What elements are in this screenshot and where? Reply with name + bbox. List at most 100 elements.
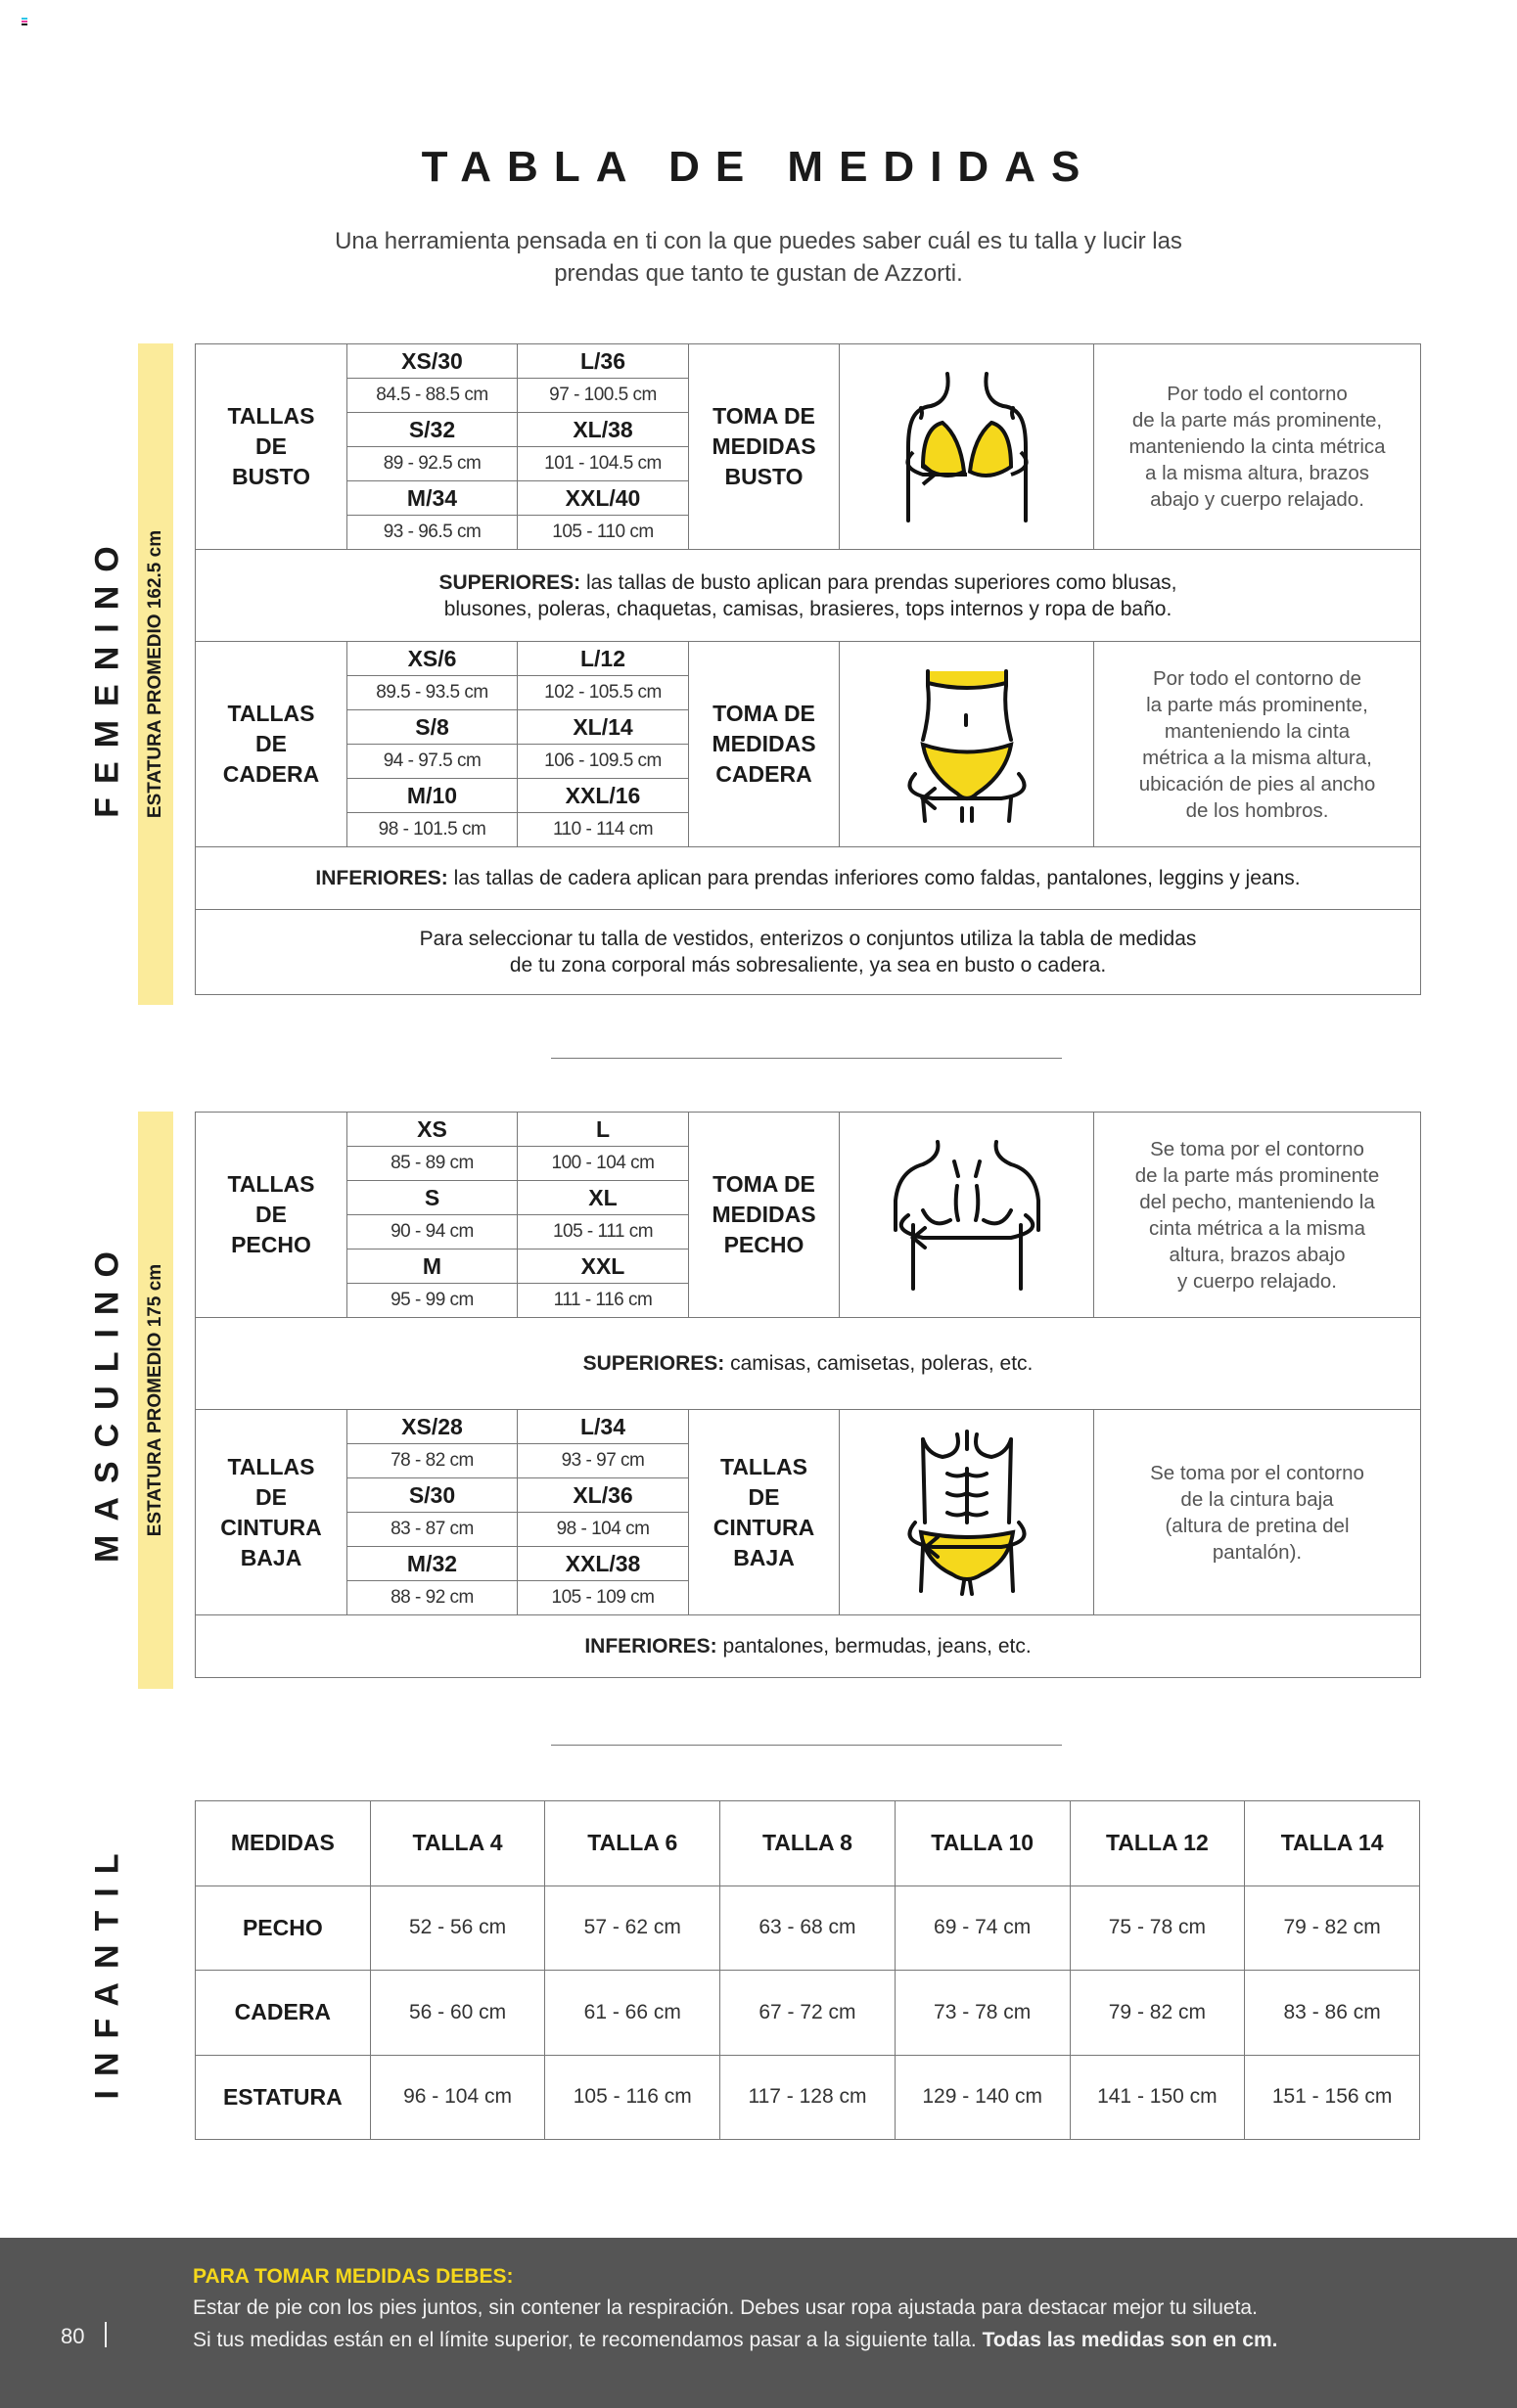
size-row: S/32 XL/38 — [196, 412, 1421, 447]
bust-measure-illustration-icon — [840, 369, 1093, 525]
size-name: XXL/40 — [517, 480, 689, 516]
size-range: 98 - 101.5 cm — [346, 812, 518, 847]
size-range: 101 - 104.5 cm — [517, 446, 689, 481]
size-name: L/12 — [517, 641, 689, 676]
measure-instructions: Por todo el contorno de la parte más pro… — [1093, 641, 1421, 847]
measure-method-label: TALLAS DE CINTURA BAJA — [688, 1409, 840, 1615]
row-label: ESTATURA — [195, 2054, 371, 2140]
bust-measure-illustration-cell — [839, 343, 1094, 550]
size-range: 84.5 - 88.5 cm — [346, 378, 518, 413]
table-cell: 63 - 68 cm — [719, 1885, 896, 1971]
column-header-medidas: MEDIDAS — [195, 1800, 371, 1886]
page-number-divider — [105, 2322, 107, 2347]
section-label-femenino: FEMENINO — [88, 532, 126, 818]
size-name: M — [346, 1249, 518, 1284]
table-cell: 56 - 60 cm — [369, 1970, 546, 2056]
chest-measure-illustration-cell — [839, 1112, 1094, 1318]
row-label: PECHO — [195, 1885, 371, 1971]
footer-heading: PARA TOMAR MEDIDAS DEBES: — [193, 2265, 514, 2288]
note-prefix: INFERIORES: — [584, 1635, 717, 1658]
column-header-talla: TALLA 8 — [719, 1800, 896, 1886]
size-range: 78 - 82 cm — [346, 1443, 518, 1478]
size-range: 90 - 94 cm — [346, 1214, 518, 1249]
range-row: 88 - 92 cm 105 - 109 cm — [196, 1580, 1421, 1615]
range-row: 89.5 - 93.5 cm 102 - 105.5 cm — [196, 675, 1421, 710]
size-row: TALLAS DE CADERA XS/6 L/12 TOMA DE MEDIDAS … — [195, 641, 1421, 847]
size-range: 102 - 105.5 cm — [517, 675, 689, 710]
note-text: las tallas de cadera aplican para prenda… — [447, 867, 1301, 889]
size-row: S XL — [196, 1180, 1421, 1215]
footer-line-1: Estar de pie con los pies juntos, sin co… — [193, 2296, 1258, 2319]
size-row: TALLAS DE BUSTO XS/30 L/36 TOMA DE MEDIDAS … — [195, 343, 1421, 550]
table-cell: 141 - 150 cm — [1069, 2054, 1246, 2140]
size-range: 105 - 110 cm — [517, 515, 689, 550]
table-cell: 75 - 78 cm — [1069, 1885, 1246, 1971]
range-row: 89 - 92.5 cm 101 - 104.5 cm — [196, 446, 1421, 481]
footer-line-2-text: Si tus medidas están en el límite superi… — [193, 2329, 983, 2351]
vestidos-note: Para seleccionar tu talla de vestidos, e… — [195, 909, 1421, 995]
size-range: 94 - 97.5 cm — [346, 744, 518, 779]
size-name: XS/6 — [346, 641, 518, 676]
table-row: CADERA 56 - 60 cm 61 - 66 cm 67 - 72 cm 73 -… — [195, 1970, 1420, 2056]
row-label: CADERA — [195, 1970, 371, 2056]
femenino-size-table: TALLAS DE BUSTO XS/30 L/36 TOMA DE MEDIDAS … — [195, 343, 1421, 995]
note-text: las tallas de busto aplican para prendas… — [443, 570, 1177, 620]
size-range: 97 - 100.5 cm — [517, 378, 689, 413]
infantil-size-table: MEDIDAS TALLA 4 TALLA 6 TALLA 8 TALLA 10 TALL… — [195, 1800, 1420, 2140]
measure-method-label: TOMA DE MEDIDAS CADERA — [688, 641, 840, 847]
estatura-bar-masculino: ESTATURA PROMEDIO 175 cm — [138, 1112, 173, 1689]
size-name: L/36 — [517, 343, 689, 379]
size-row: M/10 XXL/16 — [196, 778, 1421, 813]
footer-line-2: Si tus medidas están en el límite superi… — [193, 2329, 1277, 2352]
hip-measure-illustration-cell — [839, 641, 1094, 847]
table-cell: 151 - 156 cm — [1244, 2054, 1420, 2140]
size-name: XS/30 — [346, 343, 518, 379]
size-name: XXL/16 — [517, 778, 689, 813]
size-name: XL/38 — [517, 412, 689, 447]
table-cell: 117 - 128 cm — [719, 2054, 896, 2140]
inferiores-note: INFERIORES: pantalones, bermudas, jeans,… — [195, 1614, 1421, 1678]
note-text: camisas, camisetas, poleras, etc. — [724, 1352, 1034, 1375]
table-cell: 83 - 86 cm — [1244, 1970, 1420, 2056]
size-row: M XXL — [196, 1249, 1421, 1284]
size-range: 106 - 109.5 cm — [517, 744, 689, 779]
table-cell: 129 - 140 cm — [894, 2054, 1071, 2140]
column-header-talla: TALLA 4 — [369, 1800, 546, 1886]
size-name: XS — [346, 1112, 518, 1147]
table-cell: 79 - 82 cm — [1069, 1970, 1246, 2056]
table-row: ESTATURA 96 - 104 cm 105 - 116 cm 117 - 128… — [195, 2054, 1420, 2140]
size-range: 89 - 92.5 cm — [346, 446, 518, 481]
table-cell: 67 - 72 cm — [719, 1970, 896, 2056]
size-name: M/32 — [346, 1546, 518, 1581]
superiores-note: SUPERIORES: camisas, camisetas, poleras,… — [195, 1317, 1421, 1410]
size-name: S/8 — [346, 709, 518, 745]
divider — [551, 1058, 1062, 1059]
page-subtitle: Una herramienta pensada en ti con la que… — [335, 228, 1182, 287]
size-range: 89.5 - 93.5 cm — [346, 675, 518, 710]
size-range: 83 - 87 cm — [346, 1512, 518, 1547]
section-label-infantil: INFANTIL — [88, 1840, 126, 2100]
size-row: TALLAS DE CINTURA BAJA XS/28 L/34 TALLAS DE… — [195, 1409, 1421, 1615]
size-name: S/32 — [346, 412, 518, 447]
header-row: MEDIDAS TALLA 4 TALLA 6 TALLA 8 TALLA 10 TALL… — [195, 1800, 1420, 1886]
footer-line-2-bold: Todas las medidas son en cm. — [982, 2329, 1278, 2351]
range-row: 84.5 - 88.5 cm 97 - 100.5 cm — [196, 378, 1421, 413]
table-cell: 79 - 82 cm — [1244, 1885, 1420, 1971]
page-title: TABLA DE MEDIDAS — [421, 143, 1096, 191]
estatura-masculino: ESTATURA PROMEDIO 175 cm — [145, 1263, 165, 1537]
measure-method-label: TOMA DE MEDIDAS BUSTO — [688, 343, 840, 550]
measure-type-label: TALLAS DE CINTURA BAJA — [195, 1409, 347, 1615]
size-name: XL/14 — [517, 709, 689, 745]
size-range: 95 - 99 cm — [346, 1283, 518, 1318]
size-range: 98 - 104 cm — [517, 1512, 689, 1547]
measure-instructions: Se toma por el contorno de la parte más … — [1093, 1112, 1421, 1318]
size-range: 105 - 109 cm — [517, 1580, 689, 1615]
size-name: XL — [517, 1180, 689, 1215]
footer-instructions: PARA TOMAR MEDIDAS DEBES: Estar de pie c… — [0, 2238, 1517, 2408]
size-name: S/30 — [346, 1477, 518, 1513]
size-row: M/32 XXL/38 — [196, 1546, 1421, 1581]
table-cell: 52 - 56 cm — [369, 1885, 546, 1971]
note-text: Para seleccionar tu talla de vestidos, e… — [419, 928, 1197, 977]
waist-measure-illustration-icon — [840, 1429, 1093, 1596]
note-prefix: SUPERIORES: — [582, 1352, 725, 1375]
